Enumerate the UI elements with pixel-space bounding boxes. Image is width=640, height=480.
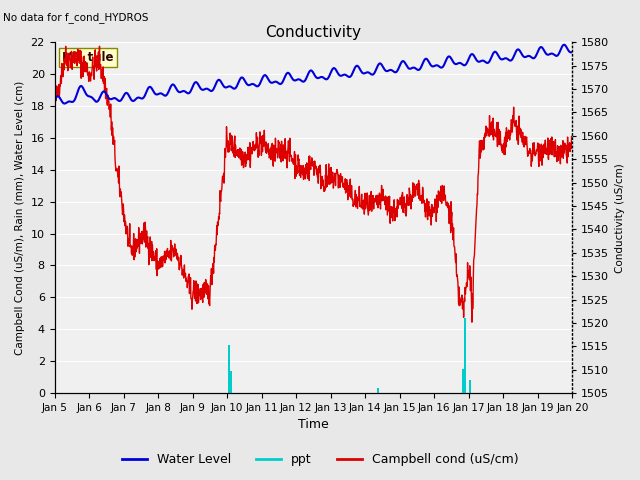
Bar [462,369,463,393]
Bar [377,387,378,393]
Bar [228,345,230,393]
Bar [376,387,378,393]
Bar [465,318,466,393]
Text: MB_tule: MB_tule [62,51,115,64]
Bar [463,369,464,393]
Bar [468,380,470,393]
Bar [465,318,466,393]
Legend: Water Level, ppt, Campbell cond (uS/cm): Water Level, ppt, Campbell cond (uS/cm) [116,448,524,471]
Bar [230,371,232,393]
Bar [228,345,230,393]
Bar [230,371,231,393]
X-axis label: Time: Time [298,419,329,432]
Bar [230,371,232,393]
Bar [463,318,465,393]
Text: No data for f_cond_HYDROS: No data for f_cond_HYDROS [3,12,148,23]
Bar [229,371,231,393]
Bar [464,318,465,393]
Title: Conductivity: Conductivity [266,24,362,39]
Bar [377,387,379,393]
Y-axis label: Conductivity (uS/cm): Conductivity (uS/cm) [615,163,625,273]
Bar [469,380,470,393]
Bar [229,345,230,393]
Y-axis label: Campbell Cond (uS/m), Rain (mm), Water Level (cm): Campbell Cond (uS/m), Rain (mm), Water L… [15,81,25,355]
Bar [228,345,229,393]
Bar [469,380,471,393]
Bar [462,369,463,393]
